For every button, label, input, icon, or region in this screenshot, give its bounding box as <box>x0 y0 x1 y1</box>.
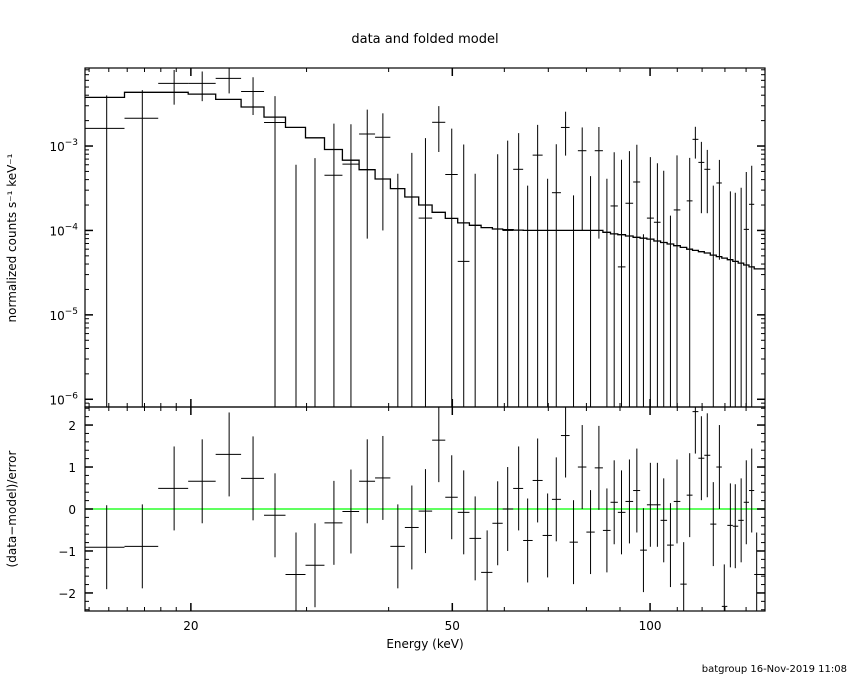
y-tick-label-base: 10 <box>49 309 64 323</box>
residual-y-tick-label: 1 <box>68 461 76 475</box>
y-tick-label: 10−6 <box>49 391 78 407</box>
y-tick-label: 10−4 <box>49 222 78 238</box>
top-y-axis-label: normalized counts s⁻¹ keV⁻¹ <box>5 153 19 322</box>
y-tick-label: 10−3 <box>49 138 78 154</box>
y-tick-label-exponent: −6 <box>65 391 79 401</box>
bottom-plot-frame <box>84 406 766 612</box>
x-axis-label: Energy (keV) <box>386 637 463 651</box>
y-tick-label: 10−5 <box>49 307 78 323</box>
residual-y-tick-label: −1 <box>58 545 76 559</box>
top-panel: 10−310−410−510−6 <box>49 68 765 611</box>
bottom-y-axis-label: (data−model)/error <box>5 450 19 567</box>
y-tick-label-exponent: −3 <box>65 138 78 148</box>
x-tick-label: 50 <box>445 619 460 633</box>
residual-panel: 20 50 100 −2 −1 0 1 2 <box>58 407 765 633</box>
y-tick-label-base: 10 <box>49 224 64 238</box>
model-step-line <box>85 91 765 270</box>
y-tick-label-base: 10 <box>49 393 64 407</box>
residual-y-tick-label: 0 <box>68 503 76 517</box>
chart-title: data and folded model <box>351 32 498 47</box>
footer-timestamp: batgroup 16-Nov-2019 11:08 <box>702 664 847 675</box>
y-tick-label-exponent: −5 <box>65 307 78 317</box>
residual-y-tick-label: 2 <box>68 419 76 433</box>
x-tick-label: 100 <box>639 619 662 633</box>
y-tick-label-exponent: −4 <box>65 222 79 232</box>
residual-y-tick-label: −2 <box>58 587 76 601</box>
x-tick-label: 20 <box>183 619 198 633</box>
y-tick-label-base: 10 <box>49 140 64 154</box>
